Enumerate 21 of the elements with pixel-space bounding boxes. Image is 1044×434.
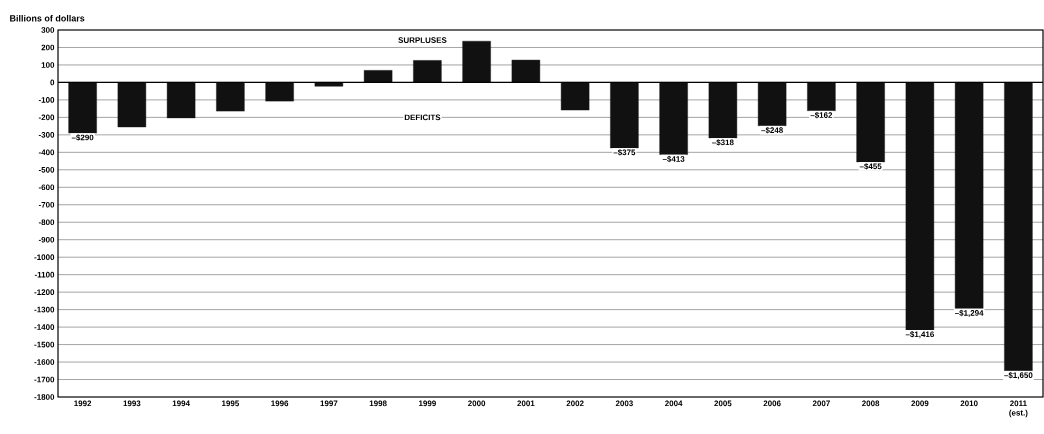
bar: [610, 82, 639, 149]
bar: [708, 82, 738, 139]
bar: [216, 82, 245, 112]
bar: [166, 82, 196, 119]
bar: [807, 82, 836, 111]
bar: [68, 82, 97, 134]
bar: [462, 40, 491, 83]
bar: [363, 70, 393, 83]
bar: [954, 82, 984, 309]
bar: [511, 59, 541, 83]
bar: [117, 82, 147, 128]
y-axis-title: Billions of dollars: [10, 14, 85, 22]
bar: [314, 82, 344, 87]
bar: [413, 60, 442, 83]
bar: [265, 82, 294, 102]
bar: [856, 82, 885, 163]
bar: [560, 82, 590, 111]
bar: [1004, 82, 1033, 371]
bar: [659, 82, 688, 155]
bar: [757, 82, 787, 126]
bar: [905, 82, 935, 331]
